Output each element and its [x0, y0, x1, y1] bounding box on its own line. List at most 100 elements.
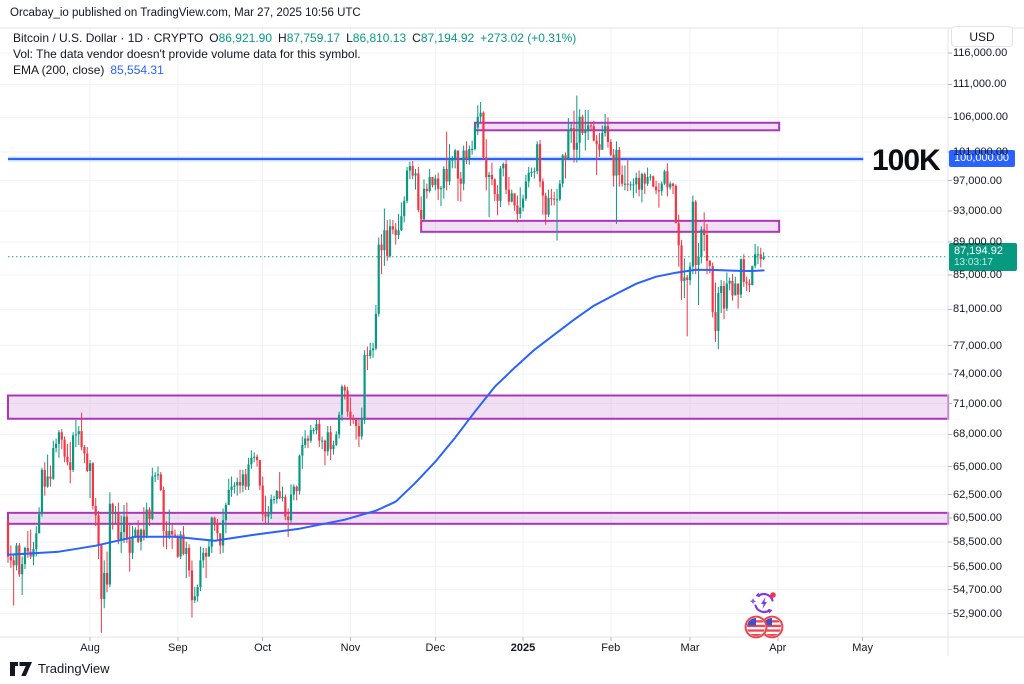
- candle-body: [686, 277, 689, 281]
- candle-body: [35, 533, 38, 550]
- candle-body: [437, 178, 440, 189]
- red-dot: [770, 592, 776, 598]
- candle-body: [363, 354, 366, 420]
- swap-arrows-sticker[interactable]: [748, 587, 780, 619]
- candle-body: [739, 259, 743, 295]
- candle-body: [354, 419, 358, 426]
- ohlc-value: 86,921.90: [218, 31, 273, 45]
- ema-label: EMA (200, close): [13, 63, 105, 77]
- candle-body: [247, 464, 250, 487]
- price-tick-label: 81,000.00: [953, 303, 1002, 316]
- candle-body: [213, 517, 216, 524]
- candle-body: [640, 174, 644, 190]
- candle-body: [737, 283, 740, 295]
- time-axis[interactable]: [0, 637, 948, 657]
- arc-top: [757, 592, 774, 602]
- candle-body: [403, 200, 406, 217]
- candle-body: [46, 476, 49, 487]
- candle-body: [69, 462, 72, 470]
- candle-body: [589, 125, 593, 127]
- flag-coins-sticker[interactable]: [741, 613, 791, 641]
- candle-body: [516, 205, 519, 214]
- ohlc-key: H: [278, 31, 287, 45]
- candle-body: [507, 189, 511, 202]
- price-tick-label: 74,000.00: [953, 367, 1002, 380]
- price-tick-label: 71,000.00: [953, 397, 1002, 410]
- candle-body: [352, 418, 355, 420]
- candle-body: [338, 414, 341, 435]
- candle-body: [558, 183, 561, 200]
- candle-body: [105, 572, 109, 585]
- candle-body: [128, 539, 131, 553]
- ohlc-value: 86,810.13: [352, 31, 407, 45]
- candle-body: [711, 265, 714, 313]
- candle-body: [725, 283, 728, 309]
- candle-body: [380, 244, 383, 251]
- candle-body: [612, 154, 615, 176]
- candle-body: [377, 244, 380, 314]
- candle-body: [717, 292, 720, 331]
- separators: [0, 27, 1024, 656]
- candle-body: [643, 174, 646, 184]
- ema-value: 85,554.31: [110, 63, 164, 77]
- candle-body: [255, 456, 259, 460]
- candle-body: [304, 438, 307, 445]
- candle-body: [40, 469, 44, 515]
- candle-body: [527, 172, 530, 182]
- tradingview-name: TradingView: [38, 661, 110, 676]
- candle-body: [604, 126, 607, 134]
- candle-body: [524, 181, 527, 199]
- candle-body: [196, 587, 199, 597]
- candle-body: [533, 171, 536, 173]
- time-tick-label: 2025: [510, 642, 536, 654]
- candle-body: [151, 476, 154, 519]
- candle-body: [519, 207, 522, 214]
- tradingview-attribution[interactable]: TradingView: [10, 661, 110, 676]
- candle-body: [275, 491, 278, 500]
- candle-body: [434, 178, 437, 186]
- candle-body: [292, 486, 295, 495]
- candle-body: [538, 144, 542, 182]
- big-price-callout: 100K: [872, 143, 941, 177]
- candle-body: [63, 439, 66, 457]
- candle-body: [405, 170, 409, 201]
- publish-info: Orcabay_io published on TradingView.com,…: [10, 7, 361, 19]
- candle-body: [756, 254, 760, 256]
- supply-zone-mid[interactable]: [420, 219, 781, 233]
- candle-body: [323, 440, 327, 452]
- candle-body: [629, 184, 632, 186]
- candle-body: [745, 281, 748, 284]
- candle-body: [9, 556, 12, 561]
- lightning-bolt-icon: [761, 597, 767, 609]
- candle-body: [400, 216, 403, 231]
- candle-body: [632, 184, 635, 186]
- price-tick-label: 62,500.00: [953, 488, 1002, 501]
- candle-body: [731, 280, 734, 296]
- price-tick-label: 97,000.00: [953, 174, 1002, 187]
- candle-body: [708, 260, 711, 266]
- coin-back: [760, 615, 784, 639]
- price-tick-label: 52,900.00: [953, 607, 1002, 620]
- supply-zone-upper[interactable]: [473, 121, 781, 132]
- time-tick-label: Apr: [769, 642, 787, 654]
- candle-body: [38, 514, 41, 534]
- candle-body: [714, 312, 717, 331]
- currency-unit-button[interactable]: USD: [951, 26, 1013, 47]
- candle-body: [697, 256, 700, 266]
- candle-body: [134, 529, 137, 537]
- candle-body: [621, 174, 624, 184]
- candle-body: [581, 116, 584, 134]
- candle-body: [142, 529, 145, 536]
- candle-body: [23, 547, 27, 565]
- symbol-legend: Bitcoin / U.S. Dollar · 1D · CRYPTO O86,9…: [13, 31, 576, 45]
- candle-body: [547, 197, 550, 215]
- candle-body: [145, 509, 148, 536]
- candle-body: [207, 546, 211, 557]
- candle-body: [71, 435, 75, 470]
- candle-body: [654, 186, 658, 191]
- candle-body: [210, 517, 213, 547]
- candle-body: [281, 496, 284, 498]
- candle-body: [284, 496, 287, 517]
- candle-body: [57, 432, 61, 444]
